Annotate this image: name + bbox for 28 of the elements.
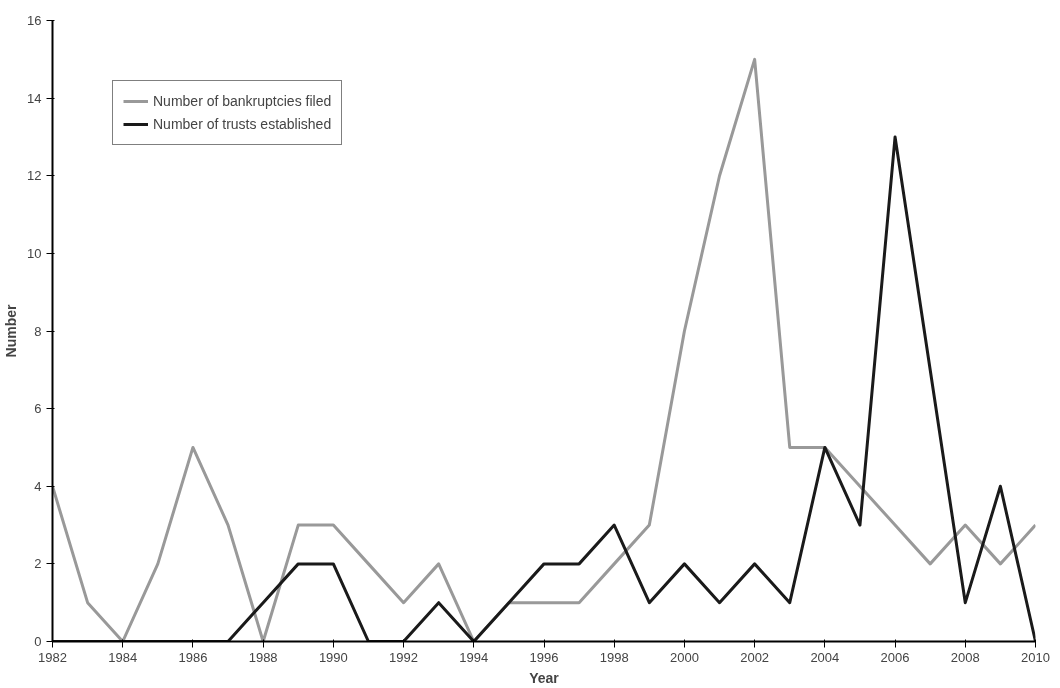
y-tick-label: 12	[27, 168, 42, 184]
x-axis-title: Year	[529, 669, 560, 686]
x-tick-label: 1984	[108, 649, 138, 665]
x-tick-label: 1996	[529, 649, 559, 665]
y-tick-label: 6	[34, 401, 42, 417]
x-tick-label: 2006	[880, 649, 910, 665]
y-axis-title: Number	[3, 304, 20, 358]
x-tick-label: 2002	[740, 649, 770, 665]
x-tick-label: 1992	[389, 649, 419, 665]
x-tick-label: 2010	[1021, 649, 1050, 665]
x-tick-label: 2000	[669, 649, 699, 665]
y-tick-label: 10	[27, 245, 42, 261]
x-tick-label: 1988	[248, 649, 278, 665]
x-tick-label: 2004	[810, 649, 840, 665]
x-tick-label: 1998	[599, 649, 629, 665]
y-tick-label: 8	[34, 323, 42, 339]
legend-label: Number of bankruptcies filed	[153, 93, 332, 109]
y-tick-label: 0	[34, 634, 42, 649]
x-tick-label: 2008	[950, 649, 980, 665]
y-tick-label: 2	[34, 556, 42, 572]
y-tick-label: 4	[34, 478, 42, 494]
legend-label: Number of trusts established	[153, 116, 332, 132]
y-tick-label: 14	[27, 90, 42, 106]
x-tick-label: 1990	[318, 649, 348, 665]
x-tick-label: 1982	[38, 649, 67, 665]
y-tick-label: 16	[27, 13, 42, 28]
x-tick-label: 1986	[178, 649, 208, 665]
x-tick-label: 1994	[459, 649, 489, 665]
